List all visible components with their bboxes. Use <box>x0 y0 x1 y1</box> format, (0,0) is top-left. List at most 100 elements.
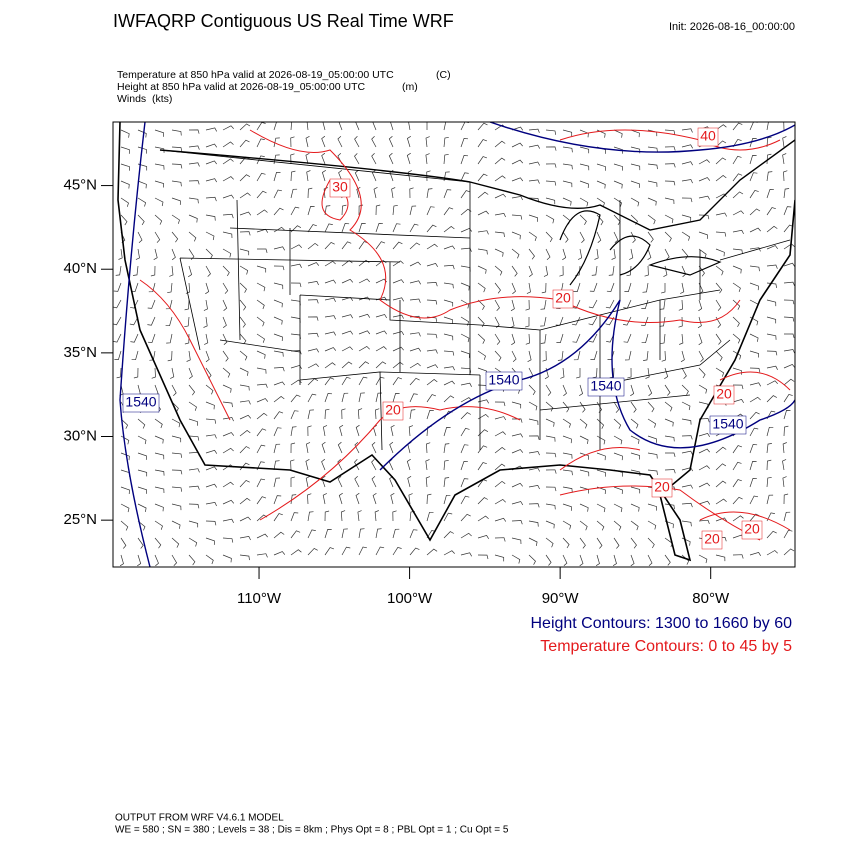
wind-barb <box>170 367 175 379</box>
map-background <box>113 122 795 567</box>
wind-barb <box>147 316 156 326</box>
wind-barb <box>715 282 723 294</box>
wind-barb <box>154 129 164 137</box>
wind-barb <box>188 145 200 150</box>
wind-barb <box>715 248 725 257</box>
wind-barb <box>732 282 741 293</box>
wind-barb <box>732 445 743 454</box>
wind-barb <box>511 177 524 182</box>
wind-barb <box>579 418 588 429</box>
wind-barb <box>171 435 182 443</box>
wind-barb <box>372 493 377 505</box>
wind-barb <box>222 231 233 239</box>
wind-barb <box>647 180 658 187</box>
wind-barb <box>443 316 453 324</box>
wind-barb <box>290 122 292 131</box>
wind-barb <box>341 528 348 539</box>
wind-barb <box>324 529 332 539</box>
wind-barb <box>307 206 315 216</box>
wind-barb <box>425 153 430 165</box>
wind-barb <box>273 226 285 233</box>
wind-barb <box>171 129 182 136</box>
wind-barb <box>477 139 488 148</box>
wind-barb <box>647 248 652 260</box>
wind-barb <box>290 188 298 199</box>
wind-barb <box>324 297 336 302</box>
wind-barb <box>132 265 139 276</box>
wind-barb <box>525 317 530 328</box>
wind-barb <box>545 146 557 151</box>
wind-barb <box>114 350 122 360</box>
wind-barb <box>290 442 296 454</box>
field-units: (m) <box>402 81 418 93</box>
wind-barb <box>613 231 619 243</box>
wind-barb <box>358 313 371 318</box>
wind-barb <box>766 316 777 324</box>
wind-barb <box>749 172 758 182</box>
wind-barb <box>698 299 703 312</box>
wind-barb <box>307 529 316 539</box>
wind-barb <box>460 461 468 471</box>
wind-barb <box>698 465 710 471</box>
wind-barb <box>494 299 500 311</box>
wind-barb <box>371 442 377 454</box>
wind-barb <box>426 442 431 454</box>
wind-barb <box>375 314 387 319</box>
wind-barb <box>562 554 568 566</box>
wind-barb <box>154 537 162 549</box>
wind-barb <box>184 316 190 328</box>
wind-barb <box>715 124 727 131</box>
wind-barb <box>222 417 234 422</box>
wind-barb <box>409 409 416 420</box>
wind-barb <box>732 155 742 165</box>
wind-barb <box>528 161 541 166</box>
wind-barb <box>371 459 377 471</box>
wind-barb <box>630 231 636 243</box>
wind-barb <box>273 396 285 403</box>
wind-barb <box>426 122 428 130</box>
wind-barb <box>681 554 690 565</box>
wind-barb <box>273 513 283 522</box>
wind-barb <box>409 529 418 539</box>
wind-barb <box>627 367 632 379</box>
wind-barb <box>557 350 564 361</box>
wind-barb <box>222 265 230 277</box>
wind-barb <box>426 511 434 522</box>
wind-barb <box>171 146 183 152</box>
wind-barb <box>409 261 421 267</box>
wind-barb <box>137 503 147 512</box>
wind-barb <box>426 170 431 182</box>
wind-barb <box>392 331 405 336</box>
wind-barb <box>596 180 606 189</box>
wind-barb <box>562 163 573 170</box>
wind-barb <box>354 153 360 165</box>
wind-barb <box>766 443 772 454</box>
wind-barb <box>732 496 743 505</box>
wind-barb <box>115 265 122 276</box>
wind-barb <box>477 173 488 182</box>
wind-barb <box>783 548 795 556</box>
wind-barb <box>137 180 147 189</box>
wind-barb <box>460 382 472 387</box>
wind-barb <box>341 330 354 335</box>
height-label: 1540 <box>590 378 621 394</box>
wind-barb <box>307 332 319 338</box>
wind-barb <box>630 435 640 444</box>
wind-barb <box>460 350 470 358</box>
wind-barb <box>661 350 666 362</box>
wind-barb <box>324 315 336 320</box>
wind-barb <box>766 299 777 307</box>
wind-barb <box>392 510 397 522</box>
wind-barb <box>256 478 266 488</box>
wind-barb <box>732 316 740 327</box>
wind-barb <box>148 282 156 293</box>
wind-barb <box>409 362 421 369</box>
wind-barb <box>154 520 163 530</box>
y-tick-label: 25°N <box>63 511 97 528</box>
temperature-label: 20 <box>704 531 720 547</box>
wind-barb <box>409 223 419 233</box>
wind-barb <box>337 441 343 454</box>
wind-barb <box>407 170 412 182</box>
wind-barb <box>630 418 639 429</box>
wind-barb <box>205 265 211 277</box>
